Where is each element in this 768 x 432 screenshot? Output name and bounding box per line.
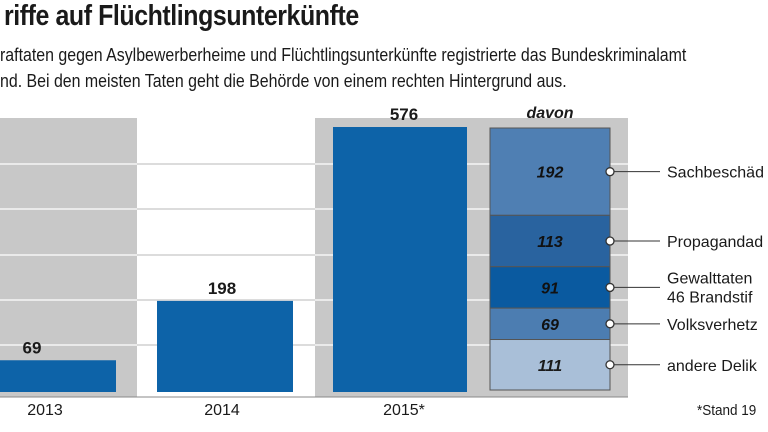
x-tick-label: 2015* (383, 402, 425, 419)
breakdown-label: andere Delik (667, 358, 758, 375)
chart-title: riffe auf Flüchtlingsunterkünfte (4, 0, 359, 32)
bar-2013 (0, 360, 116, 392)
bar-2014 (157, 300, 293, 392)
breakdown-value-label: 113 (537, 234, 563, 251)
breakdown-value-label: 91 (541, 280, 559, 297)
breakdown-segment (489, 339, 611, 391)
breakdown-label: Sachbeschäd (667, 165, 764, 182)
breakdown-value-label: 192 (537, 165, 564, 182)
breakdown-value-label: 111 (538, 358, 562, 375)
x-tick-label: 2014 (204, 402, 240, 419)
breakdown-segment (489, 307, 611, 341)
subtitle-line-1: raftaten gegen Asylbewerberheime und Flü… (0, 44, 687, 65)
footnote: *Stand 19 (697, 402, 757, 419)
breakdown-label-line2: 46 Brandstif (667, 289, 753, 306)
connector-dot (605, 236, 615, 246)
breakdown-label: Volksverhetz (667, 317, 758, 334)
bar-value-label: 69 (23, 338, 42, 357)
breakdown-segment (489, 266, 611, 309)
x-tick-label: 2013 (27, 402, 63, 419)
connector-dot (605, 167, 615, 177)
connector-dot (605, 360, 615, 370)
bar-value-label: 198 (208, 279, 236, 298)
breakdown-label: Gewalttaten (667, 270, 752, 287)
connector-dot (605, 319, 615, 329)
breakdown-label: Propagandad (667, 234, 763, 251)
connector-dot (605, 282, 615, 293)
bar-2015 (333, 127, 467, 392)
breakdown-segment (489, 214, 611, 268)
breakdown-segment (489, 127, 611, 216)
bar-value-label: 576 (390, 105, 418, 124)
subtitle-line-2: nd. Bei den meisten Taten geht die Behör… (0, 70, 567, 91)
breakdown-title: davon (526, 105, 573, 122)
breakdown-value-label: 69 (541, 317, 559, 334)
chart-subtitle: raftaten gegen Asylbewerberheime und Flü… (0, 42, 686, 94)
